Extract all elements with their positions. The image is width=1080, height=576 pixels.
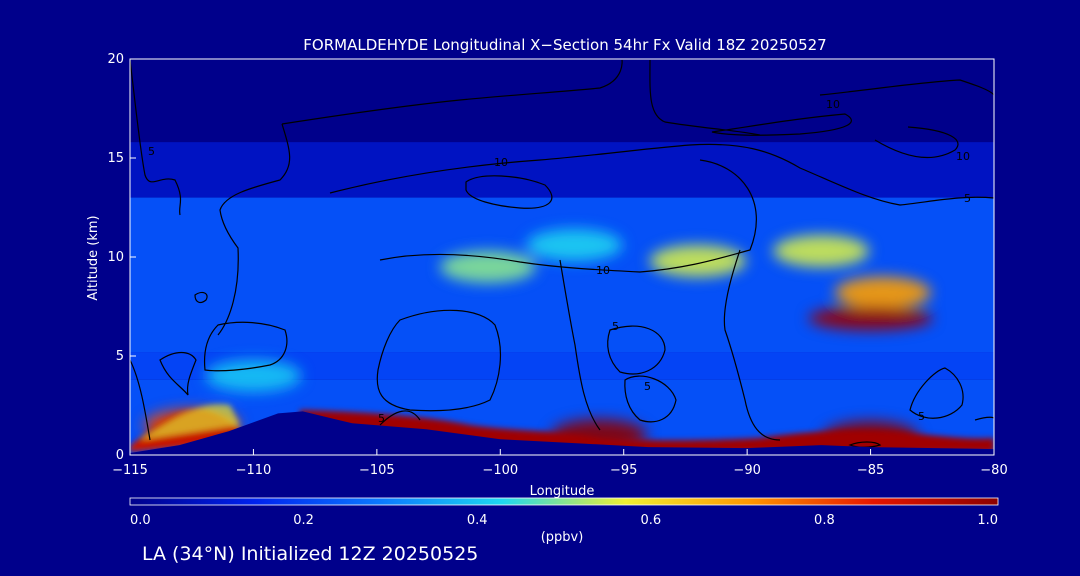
contour-label: 5	[148, 145, 155, 158]
contour-label: 5	[964, 192, 971, 205]
contour-line	[711, 113, 852, 136]
contour-line	[819, 79, 994, 96]
heat-feature	[834, 276, 931, 309]
surface-band-yellow	[140, 404, 240, 440]
contour-label: 5	[644, 380, 651, 393]
contour-line	[203, 321, 288, 372]
contour-line	[607, 325, 666, 375]
contour-line	[217, 123, 291, 336]
heat-feature	[773, 235, 870, 268]
x-tick-label: −85	[857, 463, 884, 478]
contour-lines	[130, 59, 994, 448]
x-tick-label: −115	[112, 463, 148, 478]
contour-line	[329, 143, 994, 206]
heat-band	[130, 59, 994, 143]
colorbar-ticks: 0.0 0.2 0.4 0.6 0.8 1.0	[130, 513, 998, 528]
contour-line	[194, 291, 208, 304]
colorbar-tick-label: 1.0	[977, 513, 998, 528]
contour-label: 5	[918, 410, 925, 423]
colorbar: 0.0 0.2 0.4 0.6 0.8 1.0 (ppbv)	[129, 497, 999, 545]
x-axis-label: Longitude	[530, 484, 595, 499]
y-tick-label: 10	[107, 250, 124, 265]
terrain	[130, 411, 994, 455]
contour-line	[874, 126, 959, 158]
y-tick-label: 20	[107, 52, 124, 67]
contour-line	[465, 175, 553, 209]
contour-label: 10	[826, 98, 840, 111]
y-axis-label: Altitude (km)	[86, 215, 101, 300]
x-tick-label: −105	[359, 463, 395, 478]
contour-line	[974, 416, 994, 421]
heat-band	[130, 142, 994, 198]
heat-feature	[649, 244, 746, 277]
colorbar-tick-label: 0.4	[467, 513, 488, 528]
colorbar-tick-label: 0.0	[130, 513, 151, 528]
y-axis: 0 5 10 15 20	[107, 52, 136, 463]
contour-line	[909, 367, 964, 419]
x-tick-label: −110	[236, 463, 272, 478]
contour-line	[379, 159, 757, 273]
contour-line	[723, 249, 781, 441]
heat-feature	[526, 229, 623, 262]
x-tick-label: −95	[610, 463, 637, 478]
colorbar-tick-label: 0.8	[814, 513, 835, 528]
colorbar-tick-label: 0.2	[293, 513, 314, 528]
heat-feature	[808, 306, 933, 331]
x-tick-label: −80	[980, 463, 1007, 478]
contour-line	[281, 59, 623, 125]
contour-label: 10	[956, 150, 970, 163]
colorbar-unit-label: (ppbv)	[541, 530, 584, 545]
y-tick-label: 5	[116, 349, 124, 364]
heat-feature	[205, 359, 302, 392]
colorbar-frame	[129, 497, 999, 506]
contour-line	[130, 359, 151, 441]
x-axis: −115 −110 −105 −100 −95 −90 −85 −80	[112, 449, 1008, 478]
contour-label-group: 5 10 10 10 10 5 5 5 5 5	[148, 98, 971, 425]
x-tick-label: −100	[482, 463, 518, 478]
contour-line	[559, 259, 601, 431]
colorbar-gradient	[130, 498, 998, 505]
y-tick-label: 15	[107, 151, 124, 166]
contour-line	[649, 59, 761, 136]
contour-line	[130, 59, 182, 216]
heat-feature	[439, 250, 536, 283]
chart-title: FORMALDEHYDE Longitudinal X−Section 54hr…	[303, 36, 826, 54]
contour-line	[159, 351, 197, 396]
colorbar-tick-label: 0.6	[640, 513, 661, 528]
plot-area: 5 10 10 10 10 5 5 5 5 5	[130, 59, 994, 455]
contour-line	[624, 375, 677, 423]
y-tick-label: 0	[116, 448, 124, 463]
contour-line	[379, 410, 421, 426]
contour-label: 10	[596, 264, 610, 277]
contour-label: 10	[494, 156, 508, 169]
contour-label: 5	[378, 412, 385, 425]
contour-label: 5	[612, 320, 619, 333]
footer-caption: LA (34°N) Initialized 12Z 20250525	[142, 543, 478, 565]
x-tick-label: −90	[733, 463, 760, 478]
contour-line	[376, 309, 501, 412]
